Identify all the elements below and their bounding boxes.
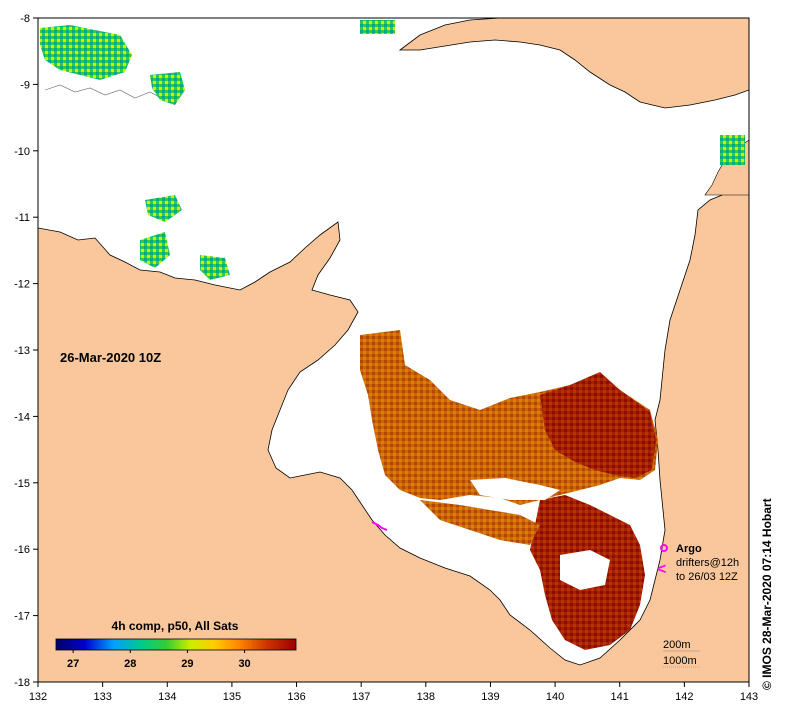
land-northern-territory	[38, 179, 749, 682]
drifters-label-2: to 26/03 12Z	[676, 571, 738, 583]
timestamp-label: 26-Mar-2020 10Z	[60, 350, 161, 365]
depth-legend: 200m 1000m	[663, 639, 700, 668]
drifter-symbol: <	[657, 561, 666, 578]
x-axis: 132 133 134 135 136 137 138 139 140 141 142 143	[29, 682, 758, 703]
cloud-gap-2	[560, 550, 610, 590]
x-tick-label: 137	[352, 691, 370, 703]
land-islands-west	[44, 84, 166, 101]
sst-patch-northwest	[40, 25, 132, 80]
y-tick-label: -18	[14, 677, 30, 689]
colorbar-title: 4h comp, p50, All Sats	[112, 619, 239, 633]
y-tick-label: -12	[14, 279, 30, 291]
cloud-gap-1	[470, 478, 560, 500]
x-tick-label: 136	[287, 691, 305, 703]
colorbar-tick-label: 29	[181, 658, 193, 670]
x-tick-label: 132	[29, 691, 47, 703]
sst-patch-east	[720, 135, 745, 165]
y-tick-label: -9	[20, 79, 30, 91]
y-tick-label: -15	[14, 478, 30, 490]
y-tick-label: -17	[14, 611, 30, 623]
x-tick-label: 142	[675, 691, 693, 703]
y-tick-label: -16	[14, 544, 30, 556]
argo-symbol-icon	[660, 544, 668, 552]
colorbar-tick-label: 30	[238, 658, 250, 670]
colorbar-gradient	[55, 638, 297, 651]
y-tick-label: -14	[14, 411, 30, 423]
colorbar-tick-label: 27	[67, 658, 79, 670]
depth-1000-label: 1000m	[663, 655, 697, 667]
argo-label: Argo	[676, 543, 702, 555]
x-tick-label: 141	[611, 691, 629, 703]
y-axis: -8 -9 -10 -11 -12 -13 -14 -15 -16 -17 -18	[14, 13, 38, 689]
x-tick-label: 133	[93, 691, 111, 703]
sst-patch-north-small	[150, 72, 185, 105]
sst-patch-gulf-hot-east	[540, 372, 656, 478]
sst-patch-mid-west	[145, 195, 182, 222]
y-tick-label: -8	[20, 13, 30, 25]
x-tick-label: 143	[740, 691, 758, 703]
colorbar: 4h comp, p50, All Sats 27 28 29 30	[55, 619, 297, 670]
x-tick-label: 139	[481, 691, 499, 703]
y-tick-label: -13	[14, 345, 30, 357]
colorbar-ticks: 27 28 29 30	[67, 650, 251, 670]
sst-patch-top-center	[360, 20, 395, 34]
x-tick-label: 140	[546, 691, 564, 703]
x-tick-label: 134	[158, 691, 176, 703]
sst-patch-coast-west	[200, 255, 230, 280]
sst-patch-gulf-south-warm	[420, 500, 540, 545]
argo-track	[371, 521, 388, 531]
y-tick-label: -10	[14, 146, 30, 158]
y-tick-label: -11	[15, 212, 30, 224]
x-tick-label: 138	[417, 691, 435, 703]
depth-200-label: 200m	[663, 639, 691, 651]
imos-credit: © IMOS 28-Mar-2020 07:14 Hobart	[760, 498, 774, 690]
drifters-label-1: drifters@12h	[676, 557, 739, 569]
map-layers	[38, 18, 749, 682]
x-tick-label: 135	[223, 691, 241, 703]
sst-patch-mid-west-2	[140, 232, 170, 268]
argo-legend: Argo drifters@12h < to 26/03 12Z	[657, 543, 739, 583]
colorbar-tick-label: 28	[124, 658, 136, 670]
